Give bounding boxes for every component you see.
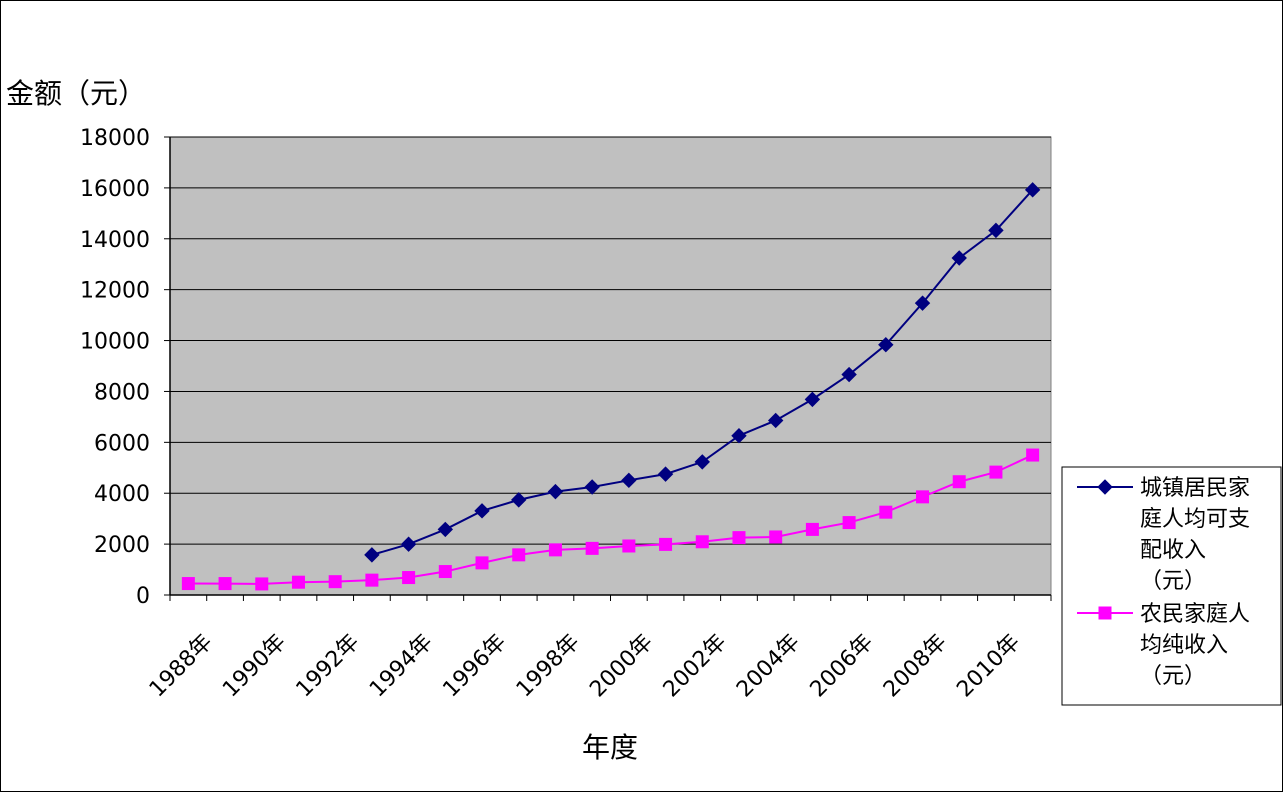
y-tick-label: 0: [136, 584, 150, 609]
series-2-point: [291, 575, 305, 589]
series-2-point: [952, 475, 966, 489]
y-tick-label: 6000: [94, 431, 150, 456]
series-2-point: [438, 565, 452, 579]
series-2-point: [512, 548, 526, 562]
x-tick-label: 2008年: [879, 630, 952, 703]
series-1-point: [914, 295, 931, 311]
series-2-point: [218, 577, 232, 591]
series-2-point: [402, 571, 416, 585]
series-2-point: [769, 530, 783, 544]
x-tick-label: 2000年: [585, 630, 658, 703]
series-1-point: [694, 454, 710, 470]
plot-area: [169, 136, 1052, 596]
series-2-point: [181, 577, 195, 591]
series-2-point: [842, 516, 856, 530]
series-1-point: [511, 492, 527, 508]
legend-label: 农民家庭人: [1140, 602, 1250, 627]
series-2-point: [989, 465, 1003, 479]
series-2-point: [695, 535, 709, 549]
series-1-point: [731, 427, 747, 444]
series-2-point: [659, 537, 673, 551]
series-1-point: [804, 391, 821, 408]
series-1-point: [437, 521, 454, 538]
series-1-point: [400, 536, 417, 552]
y-axis-ticks: 0 2000 4000 6000 8000 10000 12000 14000 16000 180…: [80, 126, 170, 609]
series-1-point: [621, 472, 637, 489]
x-tick-label: 1988年: [145, 630, 218, 703]
series-2-point: [548, 543, 562, 557]
legend-label: （元）: [1140, 569, 1206, 594]
series-2-point: [475, 556, 489, 570]
legend-label: （元）: [1140, 664, 1206, 689]
x-tick-label: 2010年: [952, 630, 1025, 703]
gridlines: [170, 136, 1051, 545]
series-2-point: [879, 505, 893, 519]
legend-swatch-marker: [1097, 479, 1113, 495]
x-tick-label: 1990年: [218, 630, 291, 703]
x-axis-ticks: 1988年 1990年 1992年 1994年 1996年 1998年 2000年 2002年…: [145, 595, 1052, 703]
series-1-point: [951, 250, 967, 266]
series-1-point: [988, 222, 1004, 239]
series-1-point: [841, 366, 857, 383]
x-tick-label: 2002年: [659, 630, 732, 703]
y-tick-label: 8000: [94, 380, 150, 405]
x-tick-label: 1998年: [512, 630, 585, 703]
legend-label: 庭人均可支: [1140, 507, 1250, 532]
series-1-point: [474, 503, 490, 519]
y-tick-label: 10000: [80, 330, 150, 355]
y-tick-label: 4000: [94, 482, 150, 507]
series-1-point: [364, 547, 380, 563]
legend-swatch-marker: [1098, 606, 1112, 620]
x-axis-title: 年度: [582, 731, 638, 764]
series-1-point: [767, 412, 784, 429]
y-tick-label: 18000: [80, 126, 150, 151]
series-1-point: [547, 483, 564, 500]
series-1: [364, 182, 1041, 563]
series-1-point: [584, 479, 600, 495]
x-tick-label: 2004年: [732, 630, 805, 703]
series-1-point: [1024, 182, 1041, 198]
series-2-point: [585, 541, 599, 555]
legend-label: 配收入: [1140, 538, 1206, 563]
series-2-point: [805, 522, 819, 536]
series-2-point: [1026, 448, 1040, 462]
y-tick-label: 2000: [94, 533, 150, 558]
series-group: [181, 182, 1041, 591]
series-2: [181, 448, 1040, 591]
series-1-point: [878, 337, 894, 353]
series-2-point: [255, 577, 269, 591]
series-2-point: [732, 531, 746, 545]
legend-label: 城镇居民家: [1140, 476, 1250, 501]
x-tick-label: 1994年: [365, 630, 438, 703]
legend-label: 均纯收入: [1140, 633, 1228, 658]
y-tick-label: 12000: [80, 279, 150, 304]
legend-box: [1061, 466, 1282, 706]
x-tick-label: 1992年: [292, 630, 365, 703]
series-2-point: [365, 573, 379, 587]
y-axis-title: 金额（元）: [6, 77, 146, 110]
series-1-point: [657, 466, 674, 482]
series-2-point: [916, 490, 930, 504]
y-tick-label: 16000: [80, 177, 150, 202]
x-tick-label: 1996年: [438, 630, 511, 703]
series-2-point: [328, 575, 342, 589]
x-tick-label: 2006年: [806, 630, 879, 703]
series-2-point: [622, 539, 636, 553]
y-tick-label: 14000: [80, 228, 150, 253]
